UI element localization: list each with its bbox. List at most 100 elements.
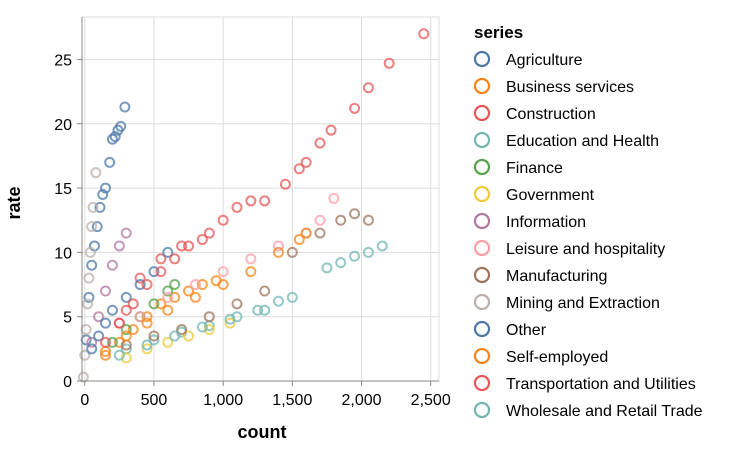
data-point: [376, 240, 388, 252]
data-point: [169, 330, 181, 342]
data-point: [162, 285, 174, 297]
data-point: [155, 298, 167, 310]
data-point: [169, 279, 181, 291]
data-point: [272, 246, 284, 258]
legend-symbol: [473, 266, 491, 284]
legend-label: Construction: [506, 106, 596, 123]
data-point: [100, 182, 112, 194]
x-tick-label: 500: [141, 392, 168, 409]
data-point: [83, 291, 95, 303]
y-tick-label: 15: [54, 181, 72, 198]
legend-label: Wholesale and Retail Trade: [506, 403, 703, 420]
data-point: [286, 246, 298, 258]
data-point: [134, 272, 146, 284]
data-point: [162, 291, 174, 303]
data-point: [231, 298, 243, 310]
data-point: [335, 214, 347, 226]
legend-symbol: [473, 374, 491, 392]
data-point: [300, 156, 312, 168]
series-wholesale-and-retail-trade: [113, 295, 284, 361]
legend-label: Transportation and Utilities: [506, 376, 696, 393]
data-point: [383, 57, 395, 69]
data-point: [245, 195, 257, 207]
data-point: [203, 324, 215, 336]
data-point: [86, 259, 98, 271]
data-point: [293, 163, 305, 175]
data-point: [100, 317, 112, 329]
legend-label: Government: [506, 187, 595, 204]
x-tick-label: 1,000: [203, 392, 243, 409]
data-point: [362, 246, 374, 258]
data-point: [90, 167, 102, 179]
data-point: [176, 240, 188, 252]
series-education-and-health: [120, 240, 388, 355]
legend-symbol: [473, 347, 491, 365]
data-point: [259, 285, 271, 297]
data-point: [119, 101, 131, 113]
data-point: [109, 131, 121, 143]
data-point: [314, 214, 326, 226]
data-point: [183, 285, 195, 297]
data-point: [100, 285, 112, 297]
data-point: [100, 349, 112, 361]
data-point: [349, 250, 361, 262]
data-point: [162, 336, 174, 348]
data-point: [293, 234, 305, 246]
data-point: [418, 28, 430, 40]
legend-label: Finance: [506, 160, 563, 177]
series-construction: [113, 28, 430, 329]
data-point: [189, 291, 201, 303]
legend-title: series: [474, 23, 523, 42]
data-point: [272, 240, 284, 252]
data-point: [176, 324, 188, 336]
legend: series Agriculture Business services Const…: [473, 23, 703, 420]
y-axis-title: rate: [4, 186, 24, 219]
data-point: [245, 253, 257, 265]
data-point: [183, 240, 195, 252]
data-point: [127, 298, 139, 310]
legend-symbol: [473, 131, 491, 149]
data-point: [113, 240, 125, 252]
legend-symbol: [473, 77, 491, 95]
axes: 0 500 1,000 1,500 2,000 2,500 0 5 10 15 20 25: [54, 17, 451, 409]
data-point: [120, 304, 132, 316]
data-point: [162, 246, 174, 258]
legend-label: Manufacturing: [506, 268, 607, 285]
data-point: [183, 330, 195, 342]
data-point: [94, 201, 106, 213]
data-point: [134, 279, 146, 291]
y-tick-label: 10: [54, 245, 72, 262]
legend-symbol: [473, 158, 491, 176]
data-point: [272, 295, 284, 307]
data-point: [148, 266, 160, 278]
data-point: [80, 324, 92, 336]
legend-label: Information: [506, 214, 586, 231]
legend-label: Other: [506, 322, 547, 339]
legend-symbol: [473, 320, 491, 338]
legend-label: Self-employed: [506, 349, 608, 366]
data-point: [169, 291, 181, 303]
grid-lines: [82, 17, 439, 382]
data-point: [196, 234, 208, 246]
data-point: [87, 201, 99, 213]
data-point: [155, 253, 167, 265]
data-point: [127, 324, 139, 336]
data-point: [113, 336, 125, 348]
data-point: [97, 188, 109, 200]
legend-label: Business services: [506, 79, 634, 96]
data-point: [162, 304, 174, 316]
series-business-services: [100, 275, 222, 361]
legend-symbol: [473, 401, 491, 419]
data-point: [203, 311, 215, 323]
data-point: [106, 304, 118, 316]
data-point: [362, 214, 374, 226]
data-point: [224, 317, 236, 329]
data-point: [314, 137, 326, 149]
data-point: [113, 317, 125, 329]
series-self-employed: [100, 227, 312, 357]
data-point: [328, 192, 340, 204]
y-tick-label: 20: [54, 117, 72, 134]
x-tick-label: 1,500: [272, 392, 312, 409]
data-point: [148, 298, 160, 310]
